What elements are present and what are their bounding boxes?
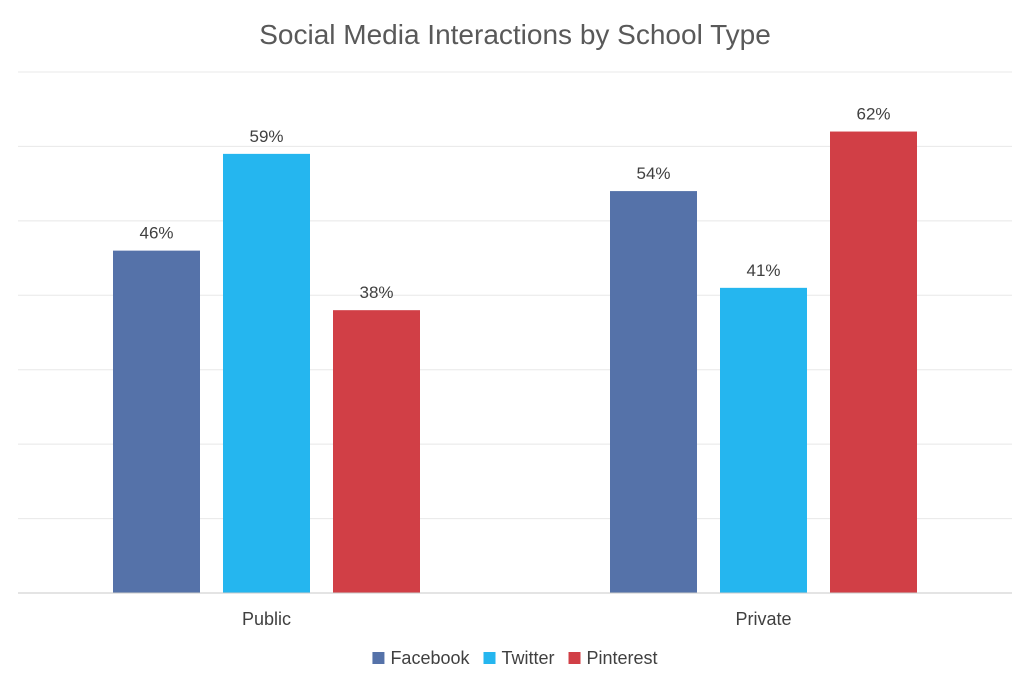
data-label-twitter-private: 41%: [746, 261, 780, 280]
legend: Facebook Twitter Pinterest: [372, 648, 658, 668]
legend-label-twitter: Twitter: [502, 648, 555, 668]
bar-twitter-private: [720, 287, 807, 593]
bar-pinterest-public: [333, 310, 420, 593]
legend-swatch-pinterest: [568, 652, 581, 664]
data-label-facebook-public: 46%: [139, 224, 173, 243]
category-label-public: Public: [242, 609, 291, 629]
category-label-private: Private: [735, 609, 791, 629]
legend-swatch-twitter: [483, 652, 496, 664]
data-label-twitter-public: 59%: [249, 127, 283, 146]
legend-label-pinterest: Pinterest: [587, 648, 658, 668]
bar-twitter-public: [223, 153, 310, 593]
category-axis-labels: Public Private: [242, 609, 792, 629]
data-label-facebook-private: 54%: [636, 164, 670, 183]
bar-pinterest-private: [830, 131, 917, 594]
legend-swatch-facebook: [372, 652, 385, 664]
bar-facebook-private: [610, 191, 697, 594]
bar-marks: [113, 131, 917, 594]
data-label-pinterest-private: 62%: [856, 105, 890, 124]
legend-label-facebook: Facebook: [390, 648, 470, 668]
data-label-pinterest-public: 38%: [359, 283, 393, 302]
chart-title: Social Media Interactions by School Type: [259, 19, 771, 50]
bar-facebook-public: [113, 250, 200, 593]
data-labels: 46% 59% 38% 54% 41% 62%: [139, 105, 890, 303]
